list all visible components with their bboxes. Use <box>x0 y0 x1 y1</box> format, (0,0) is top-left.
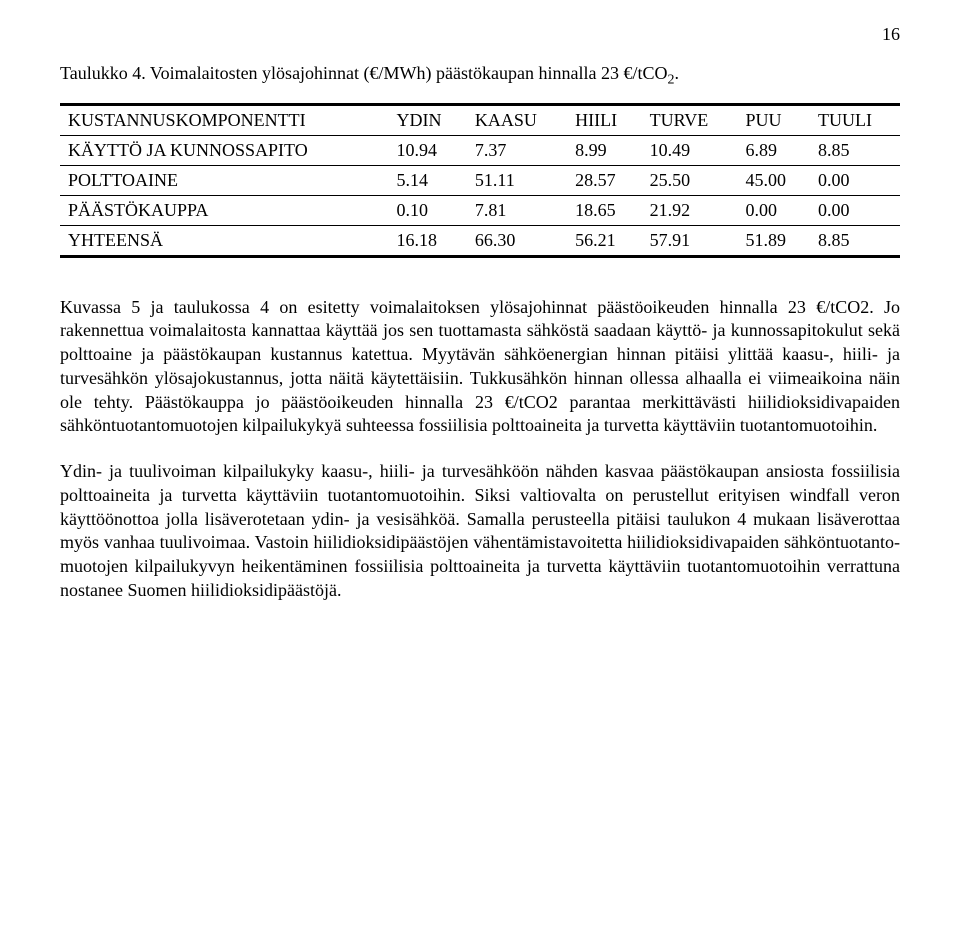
caption-suffix: . <box>674 63 679 83</box>
cell: 5.14 <box>389 165 467 195</box>
col-header: PUU <box>737 104 810 135</box>
cell: 10.49 <box>642 135 738 165</box>
cell: 8.85 <box>810 225 900 256</box>
cell: 57.91 <box>642 225 738 256</box>
cell: 8.99 <box>567 135 642 165</box>
col-header: TUULI <box>810 104 900 135</box>
body-paragraph-2: Ydin- ja tuulivoiman kilpailukyky kaasu-… <box>60 460 900 603</box>
cell: 6.89 <box>737 135 810 165</box>
table-row: YHTEENSÄ 16.18 66.30 56.21 57.91 51.89 8… <box>60 225 900 256</box>
col-header: YDIN <box>389 104 467 135</box>
table-row: POLTTOAINE 5.14 51.11 28.57 25.50 45.00 … <box>60 165 900 195</box>
caption-text: Taulukko 4. Voimalaitosten ylösajohinnat… <box>60 63 667 83</box>
col-header: KAASU <box>467 104 567 135</box>
body-paragraph-1: Kuvassa 5 ja taulukossa 4 on esitetty vo… <box>60 296 900 439</box>
table-caption: Taulukko 4. Voimalaitosten ylösajohinnat… <box>60 63 900 89</box>
table-row: PÄÄSTÖKAUPPA 0.10 7.81 18.65 21.92 0.00 … <box>60 195 900 225</box>
cell: 7.81 <box>467 195 567 225</box>
col-header: KUSTANNUSKOMPONENTTI <box>60 104 389 135</box>
table-header-row: KUSTANNUSKOMPONENTTI YDIN KAASU HIILI TU… <box>60 104 900 135</box>
cell: POLTTOAINE <box>60 165 389 195</box>
cell: PÄÄSTÖKAUPPA <box>60 195 389 225</box>
cell: 16.18 <box>389 225 467 256</box>
cell: 7.37 <box>467 135 567 165</box>
cell: 56.21 <box>567 225 642 256</box>
cell: 8.85 <box>810 135 900 165</box>
cell: 51.11 <box>467 165 567 195</box>
col-header: TURVE <box>642 104 738 135</box>
cell: YHTEENSÄ <box>60 225 389 256</box>
cell: 0.00 <box>810 195 900 225</box>
cell: 0.00 <box>737 195 810 225</box>
col-header: HIILI <box>567 104 642 135</box>
cell: 0.00 <box>810 165 900 195</box>
cell: 21.92 <box>642 195 738 225</box>
cell: 66.30 <box>467 225 567 256</box>
cell: 10.94 <box>389 135 467 165</box>
cell: 45.00 <box>737 165 810 195</box>
cell: 51.89 <box>737 225 810 256</box>
cell: KÄYTTÖ JA KUNNOSSAPITO <box>60 135 389 165</box>
cost-table: KUSTANNUSKOMPONENTTI YDIN KAASU HIILI TU… <box>60 103 900 258</box>
cell: 0.10 <box>389 195 467 225</box>
page-number: 16 <box>60 24 900 45</box>
cell: 18.65 <box>567 195 642 225</box>
cell: 25.50 <box>642 165 738 195</box>
table-row: KÄYTTÖ JA KUNNOSSAPITO 10.94 7.37 8.99 1… <box>60 135 900 165</box>
cell: 28.57 <box>567 165 642 195</box>
